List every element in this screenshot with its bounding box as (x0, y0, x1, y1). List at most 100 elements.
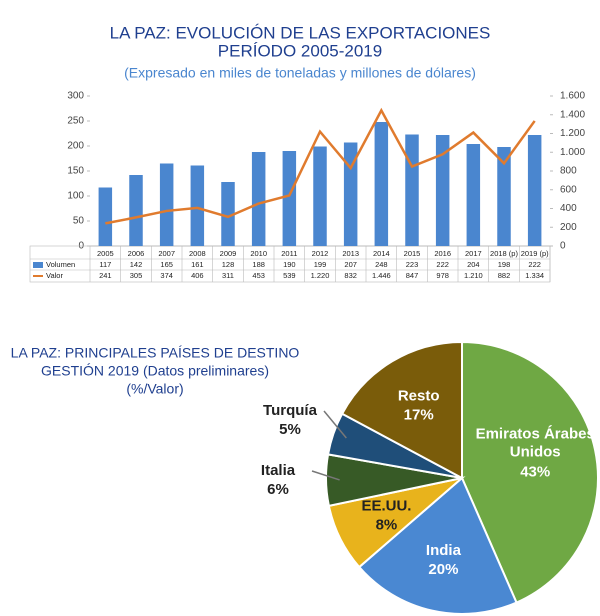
slice-label: Emiratos Árabes Unidos (476, 426, 595, 461)
x-tick-label: 2017 (465, 249, 482, 258)
table-value: 142 (130, 260, 143, 269)
pie-slice (340, 340, 463, 480)
y2-tick-label: 1.400 (560, 109, 585, 120)
table-value: 374 (160, 271, 173, 280)
x-tick-label: 2014 (373, 249, 390, 258)
table-value: 882 (498, 271, 511, 280)
x-tick-label: 2006 (128, 249, 145, 258)
y-tick-label: 250 (67, 116, 84, 127)
bar (282, 151, 297, 246)
x-tick-label: 2016 (434, 249, 451, 258)
bar (405, 134, 419, 246)
table-value: 406 (191, 271, 204, 280)
table-value: 1.334 (525, 271, 544, 280)
x-tick-label: 2007 (158, 249, 175, 258)
table-value: 188 (252, 260, 265, 269)
table-value: 165 (160, 260, 173, 269)
table-value: 222 (436, 260, 449, 269)
y-tick-label: 100 (67, 191, 84, 202)
x-tick-label: 2018 (p) (490, 249, 518, 258)
table-value: 207 (344, 260, 357, 269)
y2-tick-label: 200 (560, 222, 577, 233)
bar (466, 144, 481, 246)
table-value: 199 (314, 260, 327, 269)
table-value: 832 (344, 271, 357, 280)
x-tick-label: 2011 (281, 249, 297, 258)
y-tick-label: 50 (73, 216, 85, 227)
table-value: 117 (99, 260, 111, 269)
table-value: 1.220 (311, 271, 330, 280)
slice-label: Resto (398, 388, 440, 405)
bar (435, 135, 450, 246)
slice-value-label: 17% (404, 407, 434, 424)
slice-value-label: 8% (376, 516, 398, 533)
table-value: 161 (191, 260, 204, 269)
line (105, 107, 536, 225)
slice-label: Italia (261, 462, 296, 479)
bar (98, 187, 113, 246)
y2-tick-label: 0 (560, 241, 566, 252)
y-tick-label: 150 (67, 166, 84, 177)
table-value: 222 (528, 260, 541, 269)
pie-slice (461, 340, 599, 604)
table-value: 311 (222, 271, 234, 280)
x-tick-label: 2009 (220, 249, 237, 258)
bar (129, 175, 143, 246)
legend-swatch (33, 262, 43, 268)
chart-title: GESTIÓN 2019 (Datos preliminares) (41, 363, 269, 379)
x-tick-label: 2008 (189, 249, 206, 258)
chart-subtitle: (Expresado en miles de toneladas y millo… (124, 65, 476, 81)
y2-tick-label: 400 (560, 203, 577, 214)
chart-title: LA PAZ: PRINCIPALES PAÍSES DE DESTINO (11, 345, 300, 361)
y2-tick-label: 600 (560, 184, 577, 195)
table-value: 847 (406, 271, 419, 280)
slice-label: Turquía (263, 402, 318, 419)
slice-value-label: 5% (279, 421, 301, 438)
bar (251, 152, 266, 246)
table-value: 198 (498, 260, 511, 269)
y-tick-label: 300 (67, 91, 84, 102)
table-value: 1.446 (372, 271, 391, 280)
x-tick-label: 2012 (312, 249, 329, 258)
bar (190, 165, 205, 246)
chart-title: (%/Valor) (126, 381, 183, 397)
bar (313, 146, 327, 246)
bar (159, 163, 174, 246)
slice-value-label: 6% (267, 481, 289, 498)
bar (343, 142, 358, 246)
y-tick-label: 200 (67, 141, 84, 152)
legend-label: Volumen (46, 260, 75, 269)
bar (497, 147, 511, 246)
table-value: 190 (283, 260, 296, 269)
legend-label: Valor (46, 271, 63, 280)
bar (221, 182, 235, 246)
table-value: 248 (375, 260, 388, 269)
table-value: 128 (222, 260, 235, 269)
table-value: 539 (283, 271, 296, 280)
slice-value-label: 20% (428, 561, 458, 578)
chart-title: PERÍODO 2005-2019 (218, 41, 382, 60)
chart-title: LA PAZ: EVOLUCIÓN DE LAS EXPORTACIONES (110, 23, 491, 42)
x-tick-label: 2015 (404, 249, 421, 258)
y2-tick-label: 800 (560, 166, 577, 177)
y2-tick-label: 1.200 (560, 128, 585, 139)
x-tick-label: 2019 (p) (521, 249, 549, 258)
table-value: 453 (252, 271, 265, 280)
pie-slice (357, 476, 518, 615)
leader-line (311, 470, 340, 481)
table-value: 223 (406, 260, 419, 269)
x-tick-label: 2010 (250, 249, 267, 258)
x-tick-label: 2013 (342, 249, 359, 258)
slice-label: EE.UU. (361, 497, 411, 514)
bar (374, 122, 389, 246)
table-value: 1.210 (464, 271, 483, 280)
x-tick-label: 2005 (97, 249, 114, 258)
table-value: 204 (467, 260, 480, 269)
y2-tick-label: 1.600 (560, 91, 585, 102)
leader-line (323, 410, 347, 439)
table-value: 305 (130, 271, 143, 280)
slice-value-label: 43% (520, 464, 550, 481)
slice-label: India (426, 542, 462, 559)
table-value: 241 (99, 271, 112, 280)
